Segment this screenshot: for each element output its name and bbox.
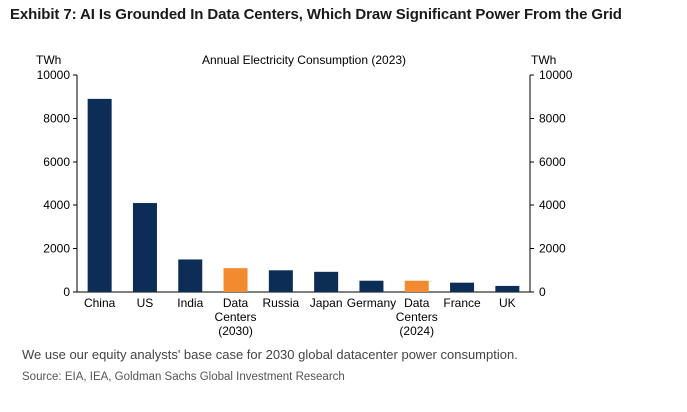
category-label: Data Centers (2030) bbox=[215, 296, 257, 338]
left-axis-unit: TWh bbox=[36, 53, 61, 67]
left-tick-label: 6000 bbox=[43, 155, 70, 169]
bar bbox=[359, 280, 384, 292]
exhibit-title: Exhibit 7: AI Is Grounded In Data Center… bbox=[10, 6, 622, 23]
bar bbox=[404, 280, 429, 292]
category-label: Japan bbox=[310, 296, 343, 310]
category-label: France bbox=[443, 296, 481, 310]
category-label: Germany bbox=[347, 296, 396, 310]
bar bbox=[268, 270, 293, 292]
bar bbox=[450, 282, 475, 292]
category-label: India bbox=[177, 296, 203, 310]
axis-ticks: 0 0 2000 2000 4000 4000 6000 6000 8000 8000 10000 1… bbox=[37, 68, 573, 299]
right-tick-label: 0 bbox=[539, 285, 546, 299]
right-axis-unit: TWh bbox=[531, 53, 556, 67]
bar-chart: Annual Electricity Consumption (2023) TW… bbox=[36, 53, 573, 338]
category-label: Data Centers (2024) bbox=[396, 296, 438, 338]
left-tick-label: 8000 bbox=[43, 111, 70, 125]
right-tick-label: 4000 bbox=[539, 198, 566, 212]
bar bbox=[495, 285, 520, 292]
right-tick-label: 6000 bbox=[539, 155, 566, 169]
right-tick-label: 10000 bbox=[539, 68, 573, 82]
bar bbox=[178, 259, 203, 292]
right-tick-label: 8000 bbox=[539, 111, 566, 125]
category-labels: China US India Data Centers (2030) Russia Japan… bbox=[84, 296, 516, 338]
bar bbox=[314, 271, 339, 292]
chart-source: Source: EIA, IEA, Goldman Sachs Global I… bbox=[22, 371, 345, 383]
left-tick-label: 2000 bbox=[43, 242, 70, 256]
bar bbox=[223, 268, 248, 292]
category-label: UK bbox=[499, 296, 516, 310]
left-tick-label: 10000 bbox=[37, 68, 71, 82]
left-tick-label: 0 bbox=[63, 285, 70, 299]
right-tick-label: 2000 bbox=[539, 242, 566, 256]
category-label: Russia bbox=[263, 296, 300, 310]
bar bbox=[87, 98, 112, 292]
bars bbox=[87, 98, 520, 292]
category-label: US bbox=[137, 296, 154, 310]
left-tick-label: 4000 bbox=[43, 198, 70, 212]
chart-note: We use our equity analysts' base case fo… bbox=[22, 347, 518, 362]
chart-title: Annual Electricity Consumption (2023) bbox=[202, 53, 406, 67]
category-label: China bbox=[84, 296, 116, 310]
bar bbox=[132, 203, 157, 292]
